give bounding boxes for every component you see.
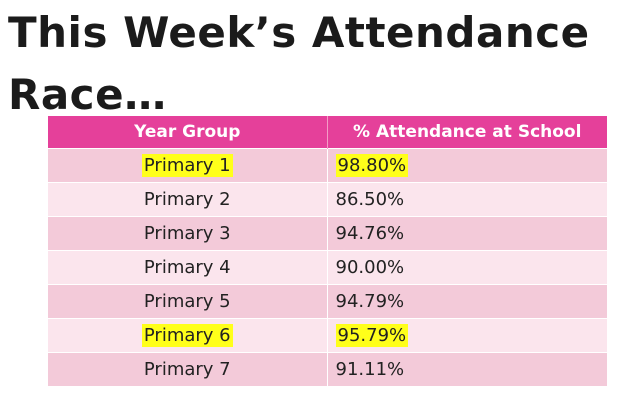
- attendance-text: 86.50%: [335, 189, 405, 210]
- attendance-table: Year Group % Attendance at School Primar…: [48, 116, 607, 386]
- year-group-text: Primary 2: [143, 189, 231, 210]
- year-group-cell: Primary 6: [48, 318, 328, 353]
- attendance-cell: 95.79%: [327, 318, 607, 353]
- attendance-text: 95.79%: [335, 324, 409, 347]
- year-group-text: Primary 6: [141, 324, 233, 347]
- attendance-text: 90.00%: [335, 257, 405, 278]
- header-attendance: % Attendance at School: [327, 116, 607, 149]
- year-group-text: Primary 3: [143, 223, 231, 244]
- table-row: Primary 3 94.76%: [48, 216, 607, 251]
- table-row: Primary 6 95.79%: [48, 318, 607, 353]
- attendance-cell: 86.50%: [327, 182, 607, 217]
- attendance-text: 91.11%: [335, 359, 405, 380]
- table-row: Primary 4 90.00%: [48, 250, 607, 285]
- attendance-cell: 91.11%: [327, 352, 607, 386]
- attendance-text: 94.76%: [335, 223, 405, 244]
- table-row: Primary 1 98.80%: [48, 148, 607, 183]
- header-year-group: Year Group: [48, 116, 328, 149]
- year-group-cell: Primary 2: [48, 182, 328, 217]
- year-group-text: Primary 4: [143, 257, 231, 278]
- year-group-cell: Primary 1: [48, 148, 328, 183]
- table-row: Primary 7 91.11%: [48, 352, 607, 386]
- year-group-text: Primary 7: [143, 359, 231, 380]
- page-title-line-1: This Week’s Attendance: [8, 8, 590, 57]
- table-row: Primary 5 94.79%: [48, 284, 607, 319]
- attendance-text: 98.80%: [335, 154, 409, 177]
- year-group-text: Primary 1: [141, 154, 233, 177]
- year-group-cell: Primary 5: [48, 284, 328, 319]
- attendance-text: 94.79%: [335, 291, 405, 312]
- attendance-cell: 94.76%: [327, 216, 607, 251]
- attendance-cell: 90.00%: [327, 250, 607, 285]
- page-title: This Week’s Attendance Race…: [8, 2, 608, 126]
- year-group-cell: Primary 7: [48, 352, 328, 386]
- year-group-text: Primary 5: [143, 291, 231, 312]
- page-title-line-2: Race…: [8, 70, 167, 119]
- table-row: Primary 2 86.50%: [48, 182, 607, 217]
- attendance-cell: 94.79%: [327, 284, 607, 319]
- year-group-cell: Primary 4: [48, 250, 328, 285]
- table-header-row: Year Group % Attendance at School: [48, 116, 607, 149]
- attendance-cell: 98.80%: [327, 148, 607, 183]
- year-group-cell: Primary 3: [48, 216, 328, 251]
